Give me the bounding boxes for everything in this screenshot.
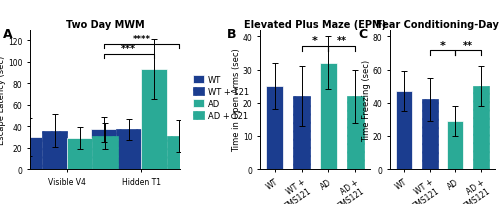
Text: A: A <box>3 28 13 41</box>
Bar <box>42 131 67 169</box>
Text: ****: **** <box>132 35 150 44</box>
Text: B: B <box>227 28 236 41</box>
Title: Two Day MWM: Two Day MWM <box>66 20 144 30</box>
Bar <box>166 136 192 169</box>
Title: Fear Conditioning-Day 2: Fear Conditioning-Day 2 <box>376 20 500 30</box>
Y-axis label: Time Freezing (sec): Time Freezing (sec) <box>362 59 371 141</box>
Bar <box>266 87 283 169</box>
Text: *: * <box>440 40 446 50</box>
Bar <box>116 130 141 169</box>
Text: *: * <box>312 36 318 46</box>
Legend: WT, WT + 121, AD, AD + 121: WT, WT + 121, AD, AD + 121 <box>192 75 250 121</box>
Bar <box>347 97 364 169</box>
Bar <box>92 136 118 169</box>
Text: C: C <box>358 28 368 41</box>
Bar <box>320 64 336 169</box>
Bar <box>91 130 116 169</box>
Text: **: ** <box>337 36 347 46</box>
Bar <box>448 121 463 169</box>
Bar <box>67 138 92 169</box>
Text: ***: *** <box>122 44 136 53</box>
Text: **: ** <box>463 40 473 50</box>
Y-axis label: Escape Latency (sec): Escape Latency (sec) <box>0 55 6 144</box>
Bar <box>473 87 489 169</box>
Bar <box>142 70 167 169</box>
Bar <box>396 92 412 169</box>
Title: Elevated Plus Maze (EPM): Elevated Plus Maze (EPM) <box>244 20 386 30</box>
Bar <box>422 100 438 169</box>
Bar <box>16 137 42 169</box>
Y-axis label: Time in Open Arms (sec): Time in Open Arms (sec) <box>232 48 241 152</box>
Bar <box>294 97 310 169</box>
